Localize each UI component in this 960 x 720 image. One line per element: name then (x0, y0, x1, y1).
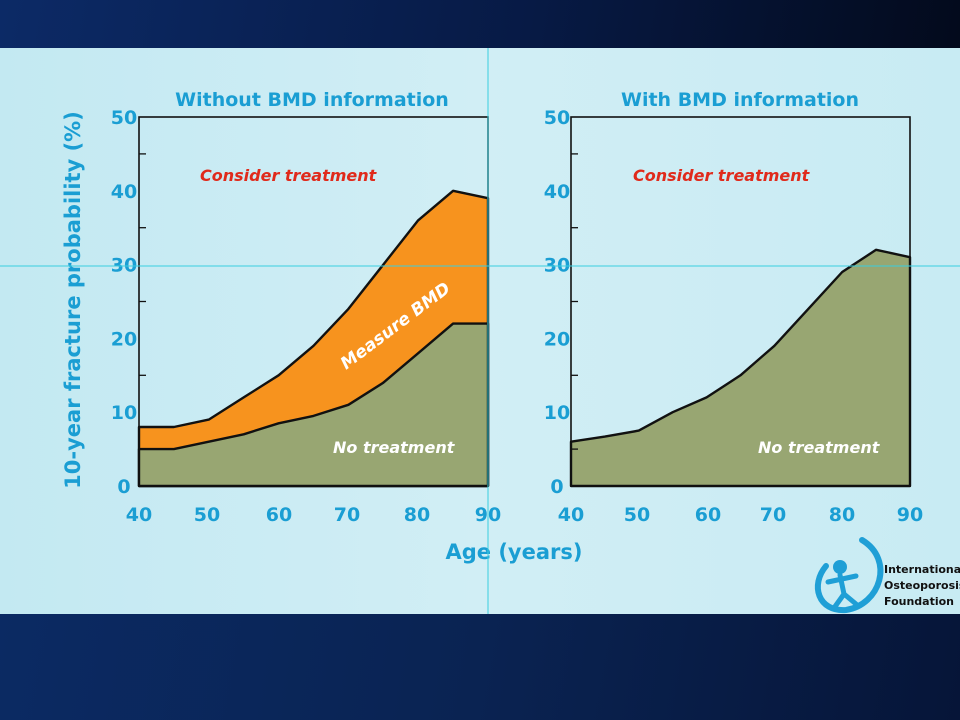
x-tick-label: 80 (404, 504, 430, 526)
y-tick-label: 10 (544, 402, 570, 424)
x-tick-label: 50 (624, 504, 650, 526)
logo-line-osteoporosis: Osteoporosis (884, 579, 960, 592)
x-tick-label: 60 (695, 504, 721, 526)
chart-title-without-bmd: Without BMD information (175, 89, 449, 111)
no-treatment-label-right: No treatment (758, 438, 881, 457)
y-axis-label: 10-year fracture probability (%) (61, 111, 85, 489)
logo-head-icon (833, 560, 847, 574)
area-series-no-treatment (137, 322, 490, 488)
slide-bottom-band (0, 614, 960, 720)
x-axis-label: Age (years) (446, 540, 583, 564)
y-tick-label: 0 (550, 476, 563, 498)
consider-treatment-label-left: Consider treatment (200, 166, 378, 185)
x-tick-label: 80 (829, 504, 855, 526)
logo-line-international: International (884, 563, 960, 576)
x-tick-label: 40 (558, 504, 584, 526)
logo-figure-icon (825, 572, 859, 611)
y-tick-label: 20 (111, 328, 137, 350)
x-tick-label: 40 (126, 504, 152, 526)
y-tick-label: 50 (544, 107, 570, 129)
y-tick-label: 40 (544, 181, 570, 203)
logo-line-foundation: Foundation (884, 595, 954, 608)
area-series-no-treatment (569, 248, 912, 488)
consider-treatment-label-right: Consider treatment (633, 166, 811, 185)
y-tick-label: 50 (111, 107, 137, 129)
iof-logo: International Osteoporosis Foundation (814, 537, 960, 614)
no-treatment-label-left: No treatment (333, 438, 456, 457)
x-tick-label: 70 (334, 504, 360, 526)
y-tick-label: 10 (111, 402, 137, 424)
logo-swoosh-icon (814, 537, 884, 614)
y-tick-label: 20 (544, 328, 570, 350)
y-tick-label: 0 (117, 476, 130, 498)
x-tick-label: 60 (266, 504, 292, 526)
y-tick-label: 40 (111, 181, 137, 203)
x-tick-label: 70 (760, 504, 786, 526)
x-tick-label: 50 (194, 504, 220, 526)
chart-title-with-bmd: With BMD information (621, 89, 859, 111)
x-tick-label: 90 (897, 504, 923, 526)
slide-top-band (0, 0, 960, 48)
